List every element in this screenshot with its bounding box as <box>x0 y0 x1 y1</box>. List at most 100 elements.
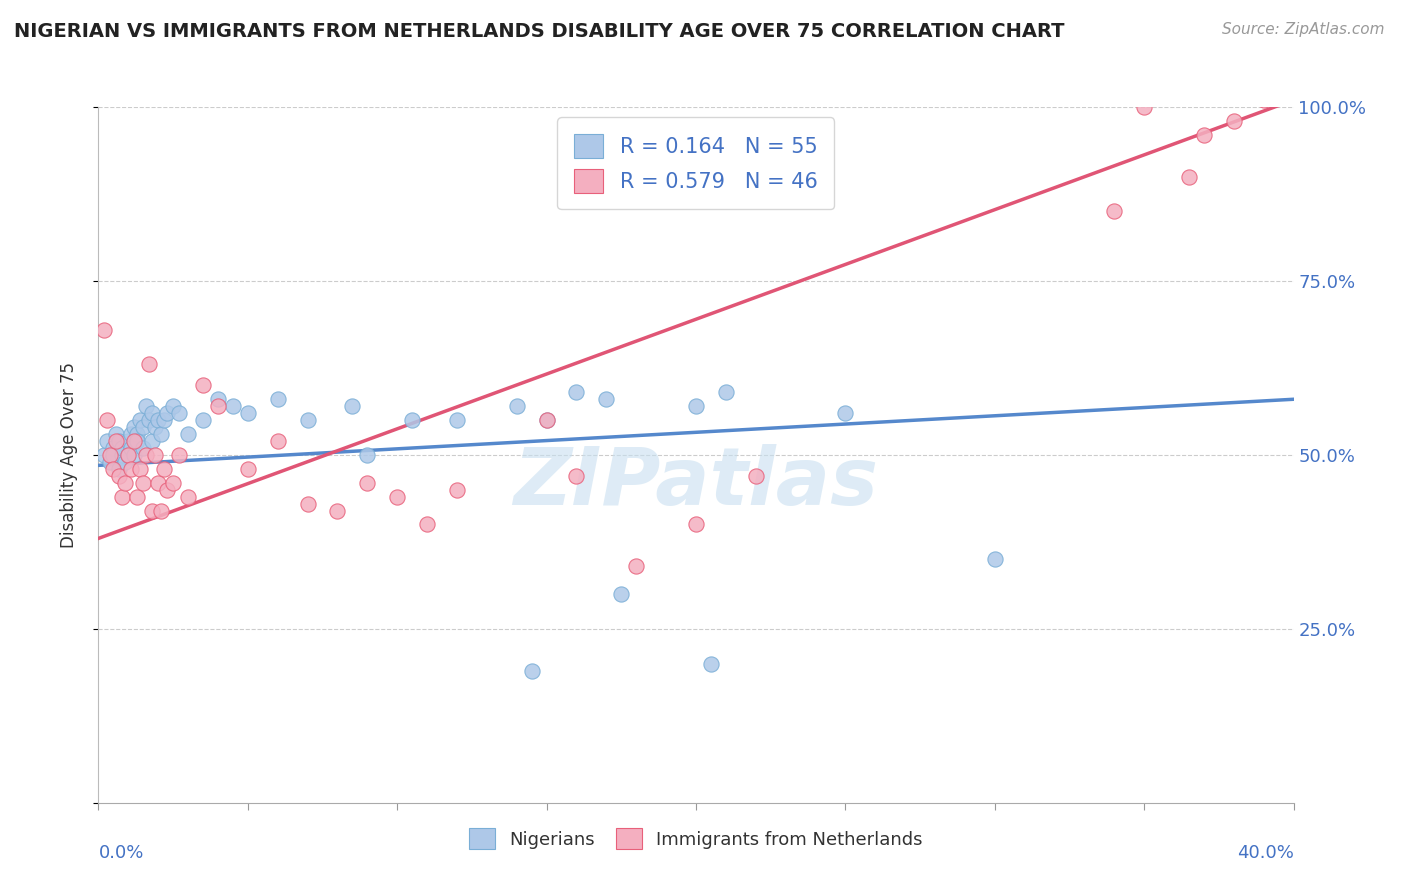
Point <box>1104 204 1126 219</box>
Point <box>297 413 319 427</box>
Point <box>148 413 170 427</box>
Point <box>416 517 439 532</box>
Point <box>565 468 588 483</box>
Point <box>114 475 136 490</box>
Point <box>111 448 134 462</box>
Point <box>153 462 176 476</box>
Point <box>105 434 128 448</box>
Point <box>148 475 170 490</box>
Point <box>108 462 131 476</box>
Point <box>385 490 409 504</box>
Point <box>207 399 229 413</box>
Point <box>103 462 125 476</box>
Point <box>124 448 146 462</box>
Text: NIGERIAN VS IMMIGRANTS FROM NETHERLANDS DISABILITY AGE OVER 75 CORRELATION CHART: NIGERIAN VS IMMIGRANTS FROM NETHERLANDS … <box>14 22 1064 41</box>
Text: ZIPatlas: ZIPatlas <box>513 443 879 522</box>
Point <box>124 434 146 448</box>
Point <box>153 413 176 427</box>
Point <box>108 434 131 448</box>
Point <box>156 483 179 497</box>
Point <box>342 399 364 413</box>
Point <box>98 448 122 462</box>
Point <box>138 413 160 427</box>
Point <box>191 378 214 392</box>
Point <box>150 503 173 517</box>
Point <box>156 406 179 420</box>
Point <box>127 427 149 442</box>
Point <box>111 441 134 455</box>
Point <box>222 399 245 413</box>
Point <box>1178 169 1201 184</box>
Point <box>162 399 184 413</box>
Legend: Nigerians, Immigrants from Netherlands: Nigerians, Immigrants from Netherlands <box>463 822 929 856</box>
Point <box>143 448 166 462</box>
Point <box>167 448 190 462</box>
Point <box>162 475 184 490</box>
Point <box>117 448 139 462</box>
Point <box>446 413 468 427</box>
Point <box>120 441 142 455</box>
Point <box>536 413 558 427</box>
Point <box>141 434 163 448</box>
Point <box>236 462 259 476</box>
Point <box>177 490 200 504</box>
Point <box>129 413 152 427</box>
Text: 40.0%: 40.0% <box>1237 845 1294 863</box>
Point <box>103 448 125 462</box>
Point <box>120 462 142 476</box>
Point <box>93 448 115 462</box>
Point <box>127 490 149 504</box>
Point <box>267 434 290 448</box>
Point <box>138 358 160 372</box>
Point <box>745 468 768 483</box>
Point <box>1223 114 1246 128</box>
Point <box>520 664 543 678</box>
Point <box>191 413 214 427</box>
Point <box>700 657 723 671</box>
Point <box>111 490 134 504</box>
Point <box>834 406 856 420</box>
Point <box>177 427 200 442</box>
Point <box>127 434 149 448</box>
Point <box>93 323 115 337</box>
Point <box>984 552 1007 566</box>
Point <box>135 448 157 462</box>
Point <box>167 406 190 420</box>
Point <box>356 475 378 490</box>
Point <box>506 399 529 413</box>
Point <box>236 406 259 420</box>
Point <box>117 434 139 448</box>
Point <box>96 434 118 448</box>
Point <box>143 420 166 434</box>
Point <box>685 517 707 532</box>
Point <box>132 441 155 455</box>
Point <box>1192 128 1215 142</box>
Point <box>114 455 136 469</box>
Point <box>129 462 152 476</box>
Point <box>132 475 155 490</box>
Point <box>267 392 290 407</box>
Y-axis label: Disability Age Over 75: Disability Age Over 75 <box>59 362 77 548</box>
Text: 0.0%: 0.0% <box>98 845 143 863</box>
Point <box>356 448 378 462</box>
Point <box>685 399 707 413</box>
Point <box>124 420 146 434</box>
Point <box>446 483 468 497</box>
Point <box>135 399 157 413</box>
Point <box>117 448 139 462</box>
Point <box>120 427 142 442</box>
Point <box>108 468 131 483</box>
Point <box>1133 100 1156 114</box>
Point <box>98 455 122 469</box>
Point <box>103 441 125 455</box>
Point <box>105 427 128 442</box>
Point <box>626 559 648 574</box>
Point <box>207 392 229 407</box>
Point <box>595 392 617 407</box>
Point <box>326 503 349 517</box>
Point <box>141 406 163 420</box>
Point <box>297 497 319 511</box>
Point <box>714 385 737 400</box>
Point <box>565 385 588 400</box>
Point <box>150 427 173 442</box>
